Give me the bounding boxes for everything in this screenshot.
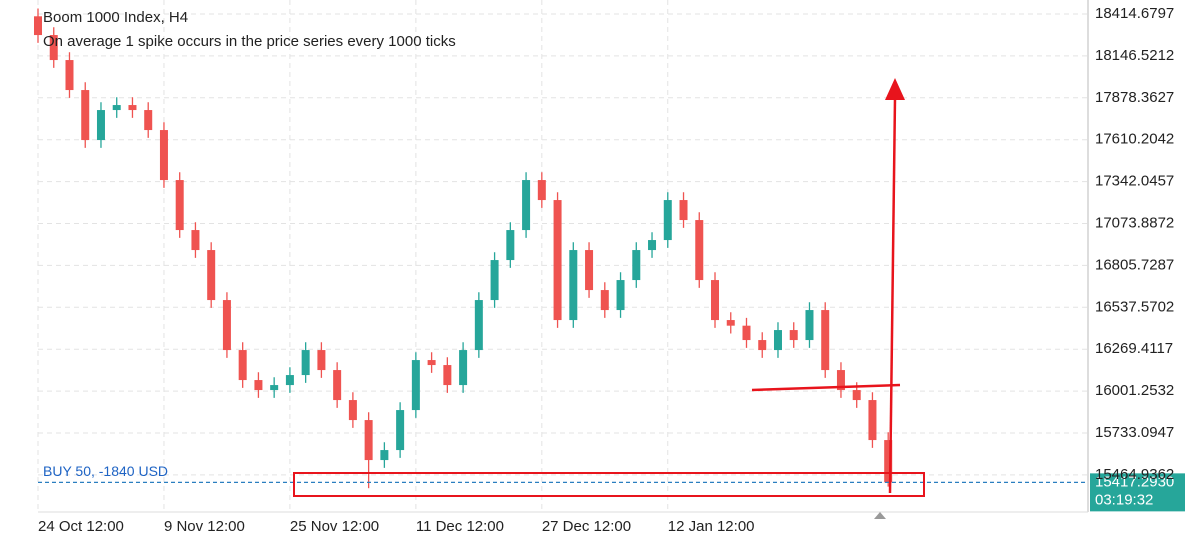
candle-body: [34, 16, 42, 36]
candle-body: [65, 60, 74, 91]
candle-body: [679, 200, 688, 221]
grid: [37, 0, 1088, 512]
candle-body: [522, 180, 531, 231]
candle-body: [632, 250, 641, 281]
y-tick-label: 16001.2532: [1095, 382, 1174, 399]
candle-body: [711, 280, 720, 321]
y-tick-label: 17610.2042: [1095, 131, 1174, 148]
candle-body: [506, 230, 515, 261]
candle-body: [301, 350, 310, 376]
candle-body: [238, 350, 247, 381]
candle-body: [616, 280, 625, 311]
price-box: [1090, 473, 1185, 512]
candle-body: [600, 290, 609, 311]
candle-body: [884, 440, 893, 483]
candle-body: [742, 325, 751, 341]
annotation-arrow: [888, 97, 897, 494]
x-tick-label: 11 Dec 12:00: [416, 518, 504, 535]
candle-body: [270, 385, 279, 391]
last-price-label: 15417.2930: [1095, 473, 1174, 490]
candle-body: [663, 200, 672, 241]
candle-body: [648, 240, 657, 251]
candle-body: [222, 300, 231, 351]
candle-body: [317, 350, 326, 371]
candle-body: [836, 370, 845, 391]
candle-body: [569, 250, 578, 321]
candle-body: [852, 390, 861, 401]
x-tick-label: 9 Nov 12:00: [164, 518, 245, 535]
y-tick-label: 16269.4117: [1095, 340, 1173, 357]
y-tick-label: 18146.5212: [1095, 47, 1174, 64]
candle-body: [789, 330, 798, 341]
candle-body: [773, 330, 782, 351]
x-tick-label: 25 Nov 12:00: [290, 518, 379, 535]
candle-body: [443, 365, 452, 386]
candle-body: [333, 370, 342, 401]
x-tick-label: 27 Dec 12:00: [542, 518, 631, 535]
candle-body: [128, 105, 137, 111]
candle-body: [821, 310, 830, 371]
candle-body: [868, 400, 877, 441]
chart-subtitle: On average 1 spike occurs in the price s…: [43, 33, 456, 50]
candle-body: [411, 360, 420, 411]
candle-body: [380, 450, 389, 461]
candle-body: [112, 105, 121, 111]
candles: [34, 8, 893, 489]
annotation-box: [293, 472, 925, 497]
candle-body: [191, 230, 200, 251]
annotation-arrow-head: [885, 78, 905, 100]
candle-body: [427, 360, 436, 366]
y-tick-label: 17878.3627: [1095, 89, 1174, 106]
candle-body: [81, 90, 90, 141]
candle-body: [695, 220, 704, 281]
chart-title: Boom 1000 Index, H4: [43, 9, 188, 26]
candle-body: [159, 130, 168, 181]
y-tick-label: 15733.0947: [1095, 424, 1174, 441]
current-bar-marker: [874, 512, 886, 519]
candle-body: [726, 320, 735, 326]
candle-body: [396, 410, 405, 451]
y-tick-label: 16805.7287: [1095, 256, 1174, 273]
candle-body: [96, 110, 105, 141]
candle-body: [585, 250, 594, 291]
candle-body: [537, 180, 546, 201]
candle-body: [459, 350, 468, 386]
candle-body: [285, 375, 294, 386]
y-tick-label: 18414.6797: [1095, 5, 1174, 22]
y-tick-label: 17073.8872: [1095, 214, 1174, 231]
candle-body: [805, 310, 814, 341]
candle-body: [175, 180, 184, 231]
candle-body: [348, 400, 357, 421]
candle-body: [49, 35, 58, 61]
y-tick-label: 17342.0457: [1095, 173, 1174, 190]
candle-body: [207, 250, 216, 301]
candle-body: [364, 420, 373, 461]
y-tick-label: 15464.9362: [1095, 466, 1174, 483]
countdown-label: 03:19:32: [1095, 491, 1153, 508]
candle-body: [474, 300, 483, 351]
x-tick-label: 12 Jan 12:00: [668, 518, 755, 535]
position-label: BUY 50, -1840 USD: [43, 463, 168, 479]
x-tick-label: 24 Oct 12:00: [38, 518, 124, 535]
candle-body: [254, 380, 263, 391]
candle-body: [553, 200, 562, 321]
candle-body: [490, 260, 499, 301]
annotation-line: [751, 383, 901, 392]
candle-body: [758, 340, 767, 351]
candle-body: [144, 110, 153, 131]
y-tick-label: 16537.5702: [1095, 298, 1174, 315]
